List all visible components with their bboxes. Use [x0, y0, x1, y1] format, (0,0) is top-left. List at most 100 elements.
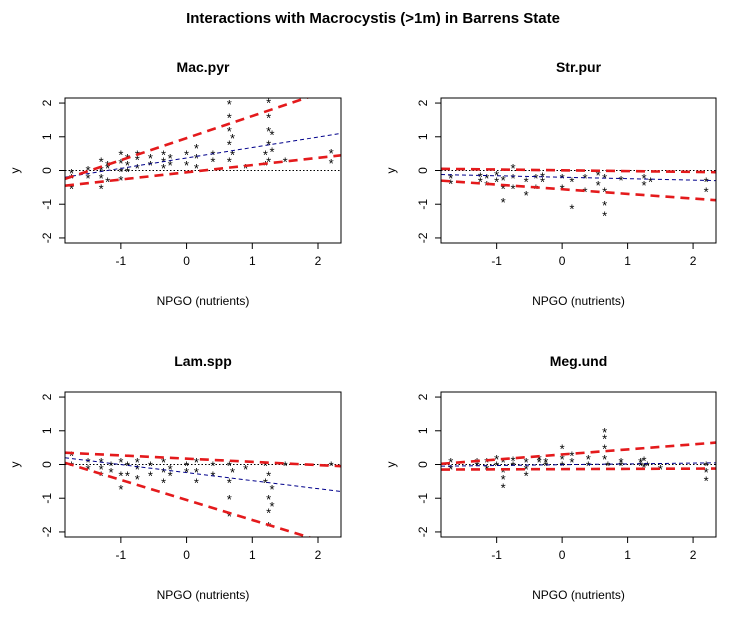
y-tick-label: 0: [40, 167, 54, 174]
data-point: *: [194, 455, 199, 470]
y-tick-label: -1: [416, 199, 430, 210]
y-tick-label: 0: [416, 461, 430, 468]
data-point: *: [569, 455, 574, 470]
data-point: *: [263, 475, 268, 490]
data-point: *: [135, 161, 140, 176]
data-point: *: [148, 151, 153, 166]
data-point: *: [269, 482, 274, 497]
data-point: *: [329, 156, 334, 171]
y-tick-label: 2: [40, 99, 54, 106]
data-point: *: [510, 181, 515, 196]
data-point: *: [638, 459, 643, 474]
data-point: *: [602, 185, 607, 200]
y-tick-label: 0: [416, 167, 430, 174]
data-point: *: [560, 459, 565, 474]
data-point: *: [283, 459, 288, 474]
data-point: *: [569, 448, 574, 463]
data-point: *: [118, 156, 123, 171]
line-lower: [441, 467, 716, 471]
data-point: *: [484, 455, 489, 470]
data-point: *: [194, 465, 199, 480]
line-mean: [441, 462, 716, 467]
y-tick-label: -1: [40, 199, 54, 210]
data-point: *: [99, 154, 104, 169]
data-point: *: [108, 459, 113, 474]
x-tick-label: 1: [249, 548, 256, 562]
data-point: *: [266, 154, 271, 169]
data-point: *: [524, 175, 529, 190]
x-tick-label: 2: [690, 548, 697, 562]
data-point: *: [194, 161, 199, 176]
data-point: *: [266, 111, 271, 126]
data-point: *: [501, 455, 506, 470]
data-point: *: [510, 459, 515, 474]
y-tick-label: 1: [40, 133, 54, 140]
data-point: *: [227, 459, 232, 474]
data-point: *: [524, 455, 529, 470]
y-tick-label: 2: [40, 393, 54, 400]
data-point: *: [704, 175, 709, 190]
y-tick-label: 0: [40, 461, 54, 468]
panel-title: Mac.pyr: [177, 59, 230, 75]
data-point: *: [540, 175, 545, 190]
data-point: *: [125, 165, 130, 180]
line-mean: [441, 174, 716, 182]
data-point: *: [194, 141, 199, 156]
data-point: *: [494, 168, 499, 183]
data-point: *: [266, 506, 271, 521]
x-axis-label: NPGO (nutrients): [532, 294, 625, 308]
data-point: *: [184, 148, 189, 163]
data-point: *: [645, 459, 650, 474]
data-point: *: [184, 158, 189, 173]
data-point: *: [501, 173, 506, 188]
data-point: *: [227, 492, 232, 507]
data-point: *: [118, 165, 123, 180]
data-point: *: [543, 459, 548, 474]
data-point: *: [105, 175, 110, 190]
data-point: *: [161, 475, 166, 490]
data-point: *: [135, 472, 140, 487]
data-point: *: [263, 459, 268, 474]
y-tick-label: 1: [416, 427, 430, 434]
data-point: *: [619, 459, 624, 474]
data-point: *: [69, 171, 74, 186]
data-point: *: [161, 465, 166, 480]
data-point: *: [602, 452, 607, 467]
data-point: *: [266, 469, 271, 484]
lines-group: [441, 441, 716, 471]
data-point: *: [148, 158, 153, 173]
points-group: **************************************: [448, 161, 708, 223]
x-tick-label: 0: [559, 254, 566, 268]
data-point: *: [494, 452, 499, 467]
points-group: ****************************************…: [69, 98, 334, 196]
panel-title: Meg.und: [550, 353, 608, 369]
data-point: *: [108, 465, 113, 480]
data-point: *: [704, 459, 709, 474]
y-tick-label: -2: [416, 526, 430, 537]
lines-group: [65, 451, 341, 537]
data-point: *: [586, 452, 591, 467]
data-point: *: [148, 469, 153, 484]
x-tick-label: 1: [624, 548, 631, 562]
data-point: *: [543, 455, 548, 470]
y-tick-label: -2: [416, 232, 430, 243]
y-tick-label: 1: [40, 427, 54, 434]
data-point: *: [474, 455, 479, 470]
data-point: *: [227, 475, 232, 490]
data-point: *: [602, 171, 607, 186]
data-point: *: [641, 178, 646, 193]
data-point: *: [168, 158, 173, 173]
x-tick-label: -1: [116, 548, 127, 562]
x-tick-label: -1: [491, 548, 502, 562]
x-tick-label: 0: [183, 254, 190, 268]
data-point: *: [105, 158, 110, 173]
data-point: *: [184, 459, 189, 474]
data-point: *: [658, 462, 663, 477]
data-point: *: [118, 173, 123, 188]
data-point: *: [161, 148, 166, 163]
y-axis-label: y: [8, 462, 22, 468]
line-lower: [441, 179, 716, 202]
x-tick-label: 0: [183, 548, 190, 562]
lines-group: [441, 167, 716, 202]
